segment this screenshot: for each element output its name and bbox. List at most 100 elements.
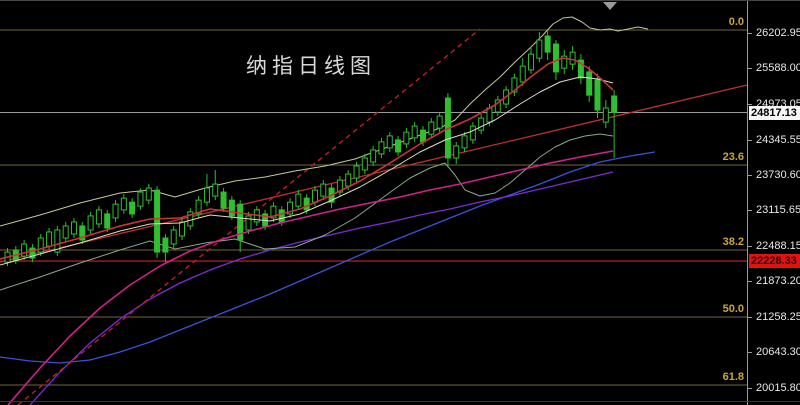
- overlay-ma-white: [0, 76, 614, 266]
- chart-title: 纳指日线图: [246, 54, 376, 78]
- fib-label-61.8: 61.8: [722, 371, 744, 383]
- fib-label-50.0: 50.0: [722, 303, 744, 315]
- candle-body: [120, 197, 127, 211]
- candle-body: [137, 191, 144, 207]
- fib-label-38.2: 38.2: [722, 236, 744, 248]
- candle-body: [170, 229, 177, 245]
- candle-body: [21, 243, 28, 257]
- axis-price-label: 22488.15: [756, 240, 800, 253]
- candle-body: [594, 79, 601, 111]
- overlay-ma-magenta: [7, 150, 614, 405]
- candle-body: [511, 77, 518, 93]
- candle-body: [154, 189, 161, 253]
- candle-body: [528, 53, 535, 71]
- axis-price-label: 21873.20: [756, 275, 800, 288]
- axis-price-label: 25588.00: [756, 62, 800, 75]
- axis-tick: [748, 316, 752, 318]
- candle-body: [162, 237, 169, 253]
- candle-body: [486, 107, 493, 123]
- fib-label-0.0: 0.0: [728, 16, 744, 28]
- horizontal-lines-layer: [0, 112, 747, 262]
- candle-body: [112, 203, 119, 219]
- candle-body: [129, 201, 136, 215]
- indicator-lines-front-layer: [0, 57, 614, 405]
- candle-body: [386, 135, 393, 149]
- candle-body: [420, 129, 426, 143]
- candle-body: [544, 35, 551, 53]
- candle-body: [212, 183, 219, 197]
- candle-body: [245, 215, 252, 231]
- candle-body: [345, 173, 352, 187]
- axis-price-label: 23115.65: [756, 204, 800, 217]
- candle-body: [569, 51, 576, 65]
- candle-body: [179, 221, 186, 237]
- candle-body: [87, 215, 94, 231]
- candle-body: [228, 199, 235, 217]
- candle-body: [370, 149, 377, 163]
- axis-price-label: 26202.95: [756, 27, 800, 39]
- axis-tick: [748, 103, 752, 105]
- axis-tick: [748, 246, 752, 248]
- candle-body: [70, 221, 77, 235]
- candle-body: [378, 141, 385, 155]
- axis-tick: [748, 139, 752, 141]
- axis-tick: [748, 210, 752, 212]
- axis-tick: [748, 33, 752, 34]
- candle-body: [536, 39, 543, 59]
- candle-body: [62, 225, 69, 239]
- axis-tick: [748, 68, 752, 70]
- candle-body: [561, 55, 568, 69]
- candle-body: [453, 145, 460, 159]
- candle-body: [278, 209, 285, 223]
- overlay-ma-red: [0, 57, 614, 260]
- candle-body: [54, 229, 61, 253]
- price-chart-canvas[interactable]: [0, 0, 747, 405]
- alert-price-tag[interactable]: 22228.33: [749, 254, 800, 269]
- candle-body: [586, 71, 593, 96]
- candle-body: [104, 213, 111, 229]
- price-axis[interactable]: 26202.95 25588.00 24973.05 24345.55 23730.60…: [747, 0, 800, 405]
- axis-price-label: 21258.25: [756, 310, 800, 323]
- candle-body: [461, 135, 468, 149]
- candle-body: [195, 199, 202, 215]
- candle-body: [29, 247, 36, 259]
- candle-body: [519, 65, 526, 83]
- axis-price-label: 20015.80: [756, 382, 800, 394]
- overlay-bollinger-upper: [0, 16, 649, 227]
- candle-body: [552, 43, 559, 73]
- candle-body: [577, 59, 584, 79]
- candle-body: [320, 183, 327, 197]
- candle-body: [220, 191, 227, 209]
- window-bottom-border: [0, 401, 800, 402]
- candle-body: [336, 179, 343, 193]
- candle-body: [145, 187, 152, 201]
- candle-body: [311, 189, 318, 203]
- candle-body: [469, 125, 476, 141]
- overlay-ma-purple: [29, 171, 614, 405]
- chart-shift-marker-icon[interactable]: [603, 2, 617, 10]
- current-price-tag: 24817.13: [749, 105, 800, 120]
- candle-body: [287, 201, 294, 215]
- candle-body: [361, 157, 368, 171]
- axis-tick: [748, 174, 752, 176]
- candle-body: [95, 209, 102, 225]
- candle-body: [403, 131, 410, 145]
- candle-body: [295, 193, 302, 207]
- candle-body: [237, 203, 244, 241]
- candle-body: [602, 107, 609, 123]
- indicator-lines-back-layer: [0, 16, 747, 405]
- candle-body: [436, 115, 443, 129]
- candle-body: [187, 211, 194, 227]
- candle-body: [353, 165, 360, 179]
- candle-body: [411, 125, 418, 139]
- candle-body: [203, 187, 210, 203]
- candle-body: [46, 231, 53, 247]
- overlay-ma-blue: [0, 151, 656, 364]
- candle-body: [79, 225, 86, 241]
- candle-body: [303, 197, 310, 211]
- fibonacci-lines-layer: [0, 29, 747, 386]
- window-top-border: [0, 0, 800, 1]
- axis-price-label: 24345.55: [756, 133, 800, 146]
- axis-price-label: 23730.60: [756, 168, 800, 181]
